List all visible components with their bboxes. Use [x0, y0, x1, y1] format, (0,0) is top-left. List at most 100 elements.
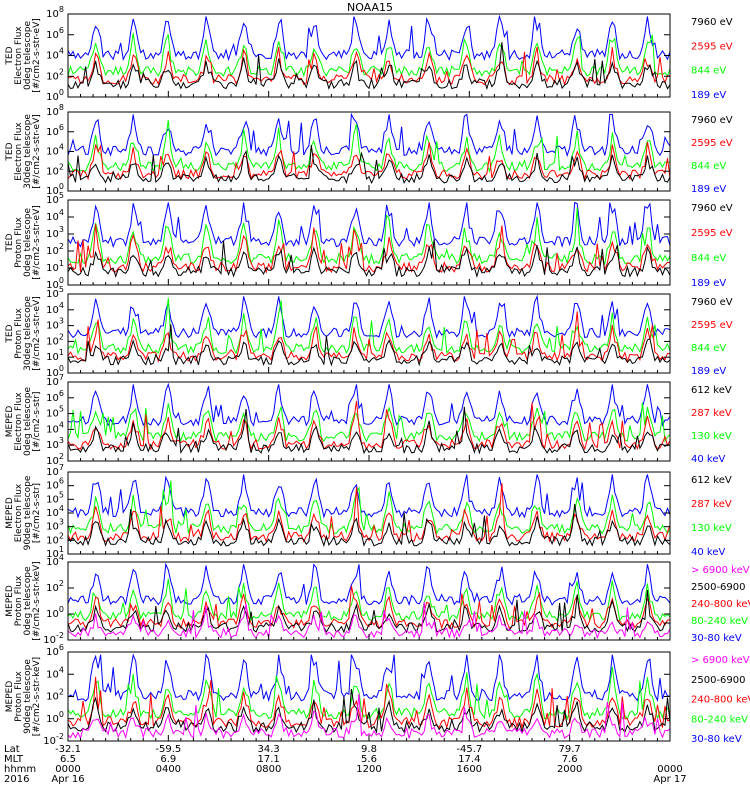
trace-7960-ev: [67, 324, 671, 367]
x-tick-label-hhmm: 2000: [557, 764, 582, 775]
trace-30-80-kev: [67, 653, 670, 703]
legend-entry: 130 keV: [691, 431, 732, 442]
legend-entry: 30-80 keV: [691, 734, 742, 745]
y-tick-label: 101: [46, 348, 64, 363]
legend-entry: 2595 eV: [691, 138, 733, 149]
trace-2595-ev: [67, 46, 671, 87]
y-tick-label: 106: [46, 389, 64, 404]
y-tick-label: 106: [46, 123, 64, 138]
trace-7960-ev: [67, 239, 671, 279]
y-tick-label: 105: [46, 285, 64, 300]
y-axis-label: Proton Flux: [14, 217, 24, 268]
y-tick-label: 102: [46, 579, 64, 594]
y-tick-label: 104: [46, 665, 64, 680]
trace-2595-ev: [67, 311, 671, 363]
legend-entry: 130 keV: [691, 523, 732, 534]
legend-entry: > 6900 keV: [691, 565, 750, 576]
y-tick-label: 100: [46, 364, 64, 379]
trace-30-80-kev: [67, 562, 671, 607]
x-tick-label-mlt: 6.5: [60, 754, 76, 765]
y-axis-label: MEPED: [5, 681, 15, 713]
chart-title: NOAA15: [347, 1, 393, 14]
y-axis-label: Proton Flux: [14, 308, 24, 359]
y-tick-label: 100: [46, 88, 64, 103]
y-axis-label: MEPED: [5, 497, 15, 529]
trace-287-kev: [67, 400, 671, 451]
legend-entry: 844 eV: [691, 66, 726, 77]
x-tick-label-lat: 79.7: [559, 744, 581, 755]
trace-2595-ev: [67, 141, 671, 181]
trace-7960-ev: [67, 42, 671, 91]
y-tick-label: 100: [46, 276, 64, 291]
legend-entry: 30-80 keV: [691, 633, 742, 644]
trace-189-ev: [67, 14, 671, 62]
trace-844-ev: [67, 297, 671, 355]
trace-240-800-kev: [67, 676, 671, 730]
trace-130-kev: [67, 480, 671, 535]
panel-1: 100 102 104 106 108 TED Electron Flux 0deg tele…: [5, 5, 733, 103]
y-tick-label: 105: [46, 405, 64, 420]
y-axis-label: [#/cm2-s-str-eV]: [32, 18, 42, 93]
trace-612-kev: [67, 406, 671, 455]
y-axis-label: 0deg telescope: [23, 566, 33, 636]
x-tick-label-mlt: 6.9: [160, 754, 176, 765]
trace-2500-6900: [67, 589, 671, 634]
trace-2595-ev: [67, 223, 671, 274]
x-tick-label-hhmm: 0000: [657, 764, 682, 775]
x-tick-label-mlt: 5.6: [361, 754, 377, 765]
y-axis-label: TED: [5, 46, 15, 65]
legend-entry: 844 eV: [691, 253, 726, 264]
y-tick-label: 102: [46, 332, 64, 347]
y-tick-label: 106: [46, 643, 64, 658]
legend-entry: 844 eV: [691, 161, 726, 172]
y-tick-label: 107: [46, 463, 64, 478]
y-axis-label: [#/cm2-s-str]: [32, 483, 42, 543]
trace--6900-kev: [67, 693, 671, 740]
legend-entry: 7960 eV: [691, 297, 733, 308]
x-tick-label-lat: -59.5: [155, 744, 181, 755]
trace-2500-6900: [67, 688, 671, 734]
legend-entry: 2595 eV: [691, 228, 733, 239]
trace-844-ev: [67, 120, 671, 173]
legend-entry: 287 keV: [691, 499, 732, 510]
y-tick-label: 104: [46, 143, 64, 158]
y-axis-label: 0deg telescope: [23, 387, 33, 457]
y-axis-label: 30deg telescope: [23, 296, 33, 371]
trace-612-kev: [67, 503, 671, 548]
y-axis-label: [#/cm2-s-str-eV]: [32, 205, 42, 280]
y-tick-label: 108: [46, 5, 64, 20]
trace-844-ev: [67, 207, 671, 266]
x-axis-row-label: 2016: [4, 774, 29, 785]
y-axis-label: Electron Flux: [14, 26, 24, 85]
legend-entry: 7960 eV: [691, 17, 733, 28]
trace-7960-ev: [67, 145, 671, 185]
y-tick-label: 105: [46, 191, 64, 206]
x-tick-label-lat: 34.3: [258, 744, 280, 755]
x-tick-label-lat: -45.7: [456, 744, 482, 755]
trace-287-kev: [67, 483, 671, 544]
x-tick-label-hhmm: 0000: [55, 764, 80, 775]
y-tick-label: 101: [46, 545, 64, 560]
trace-40-kev: [67, 474, 671, 519]
legend-entry: 7960 eV: [691, 203, 733, 214]
y-axis-label: TED: [5, 233, 15, 252]
panel-2: 100 102 104 106 108 TED Electron Flux 30deg tel…: [5, 103, 733, 197]
y-axis-label: 90deg telescope: [23, 475, 33, 550]
legend-entry: 2595 eV: [691, 320, 733, 331]
trace-189-ev: [67, 201, 671, 249]
y-tick-label: 104: [46, 47, 64, 62]
y-tick-label: 101: [46, 259, 64, 274]
y-tick-label: 10-2: [43, 732, 64, 747]
legend-entry: 80-240 keV: [691, 616, 748, 627]
x-axis-row-label: MLT: [4, 754, 24, 765]
y-tick-label: 108: [46, 103, 64, 118]
trace-240-800-kev: [67, 585, 671, 630]
y-axis-label: 90deg telescope: [23, 659, 33, 734]
y-tick-label: 103: [46, 225, 64, 240]
y-axis-label: [#/cm2-s-str-keV]: [32, 657, 42, 736]
y-tick-label: 104: [46, 420, 64, 435]
y-tick-label: 102: [46, 452, 64, 467]
y-axis-label: 0deg telescope: [23, 21, 33, 91]
